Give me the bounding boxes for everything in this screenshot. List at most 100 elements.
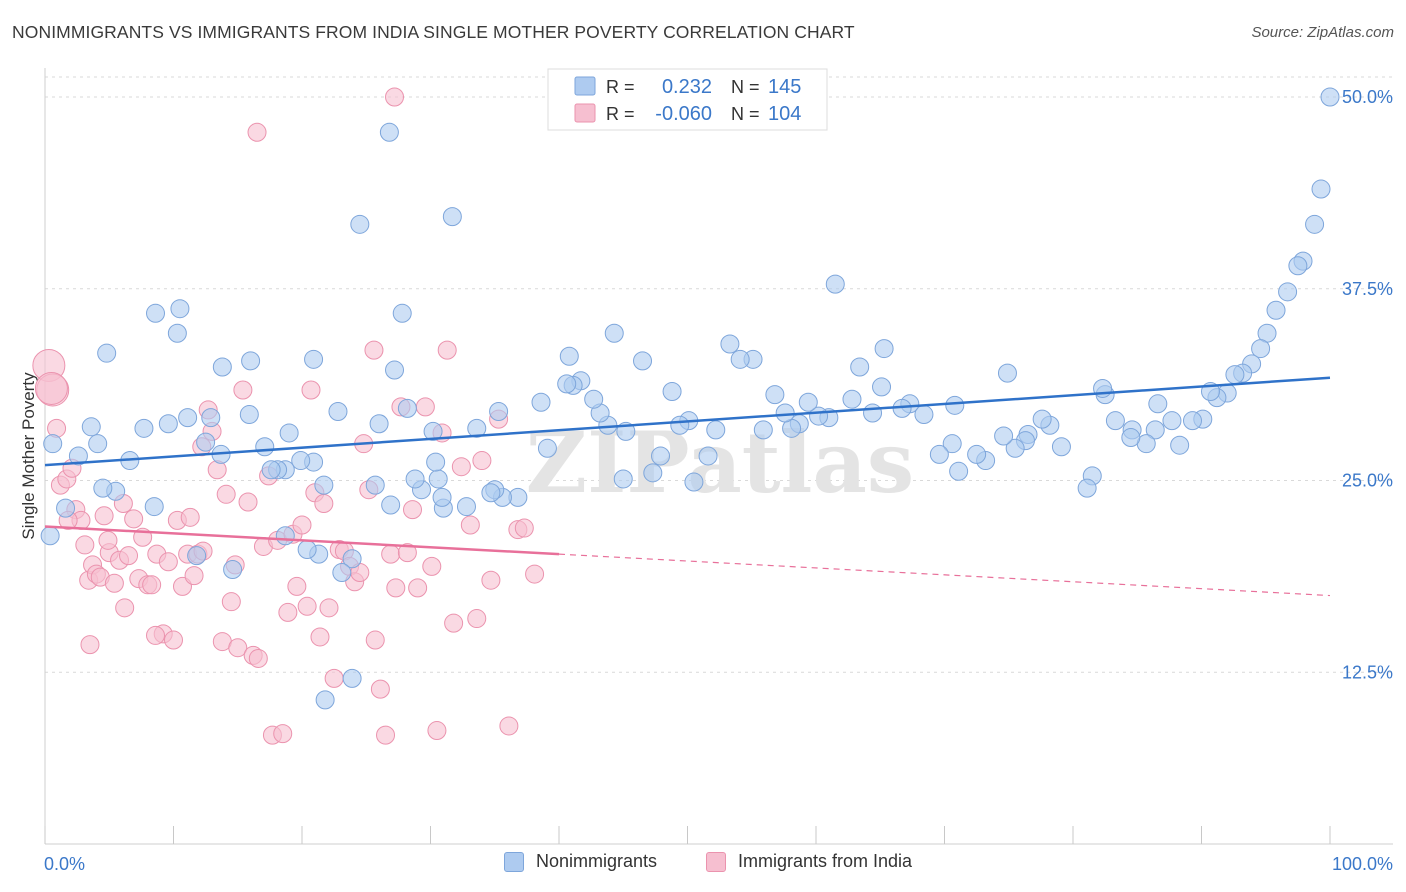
y-tick-label: 12.5% — [1342, 662, 1393, 682]
immigrant-india-point — [278, 602, 298, 622]
y-tick-label: 37.5% — [1342, 279, 1393, 299]
immigrant-india-point — [287, 576, 307, 596]
nonimmigrant-point — [997, 363, 1017, 383]
legend-r-value-1: 0.232 — [662, 76, 712, 98]
legend-n-label-2: N = — [731, 104, 760, 124]
immigrant-india-point — [98, 530, 118, 550]
immigrant-india-point — [146, 625, 166, 645]
nonimmigrant-point — [942, 434, 962, 454]
nonimmigrant-point — [178, 408, 198, 428]
nonimmigrant-point — [239, 405, 259, 425]
nonimmigrant-point — [1005, 438, 1025, 458]
immigrant-india-point — [386, 578, 406, 598]
nonimmigrant-point — [68, 446, 88, 466]
immigrant-india-point — [94, 506, 114, 526]
nonimmigrant-point — [467, 418, 487, 438]
nonimmigrant-point — [304, 349, 324, 369]
nonimmigrant-point — [1077, 478, 1097, 498]
nonimmigrant-point — [872, 377, 892, 397]
immigrant-india-point — [444, 613, 464, 633]
nonimmigrant-point — [196, 432, 216, 452]
nonimmigrant-point — [187, 546, 207, 566]
immigrant-india-point — [481, 570, 501, 590]
nonimmigrant-point — [720, 334, 740, 354]
nonimmigrant-point — [426, 452, 446, 472]
immigrant-india-point — [310, 627, 330, 647]
nonimmigrant-point — [1311, 179, 1331, 199]
axes — [44, 68, 1393, 845]
nonimmigrant-point — [949, 461, 969, 481]
nonimmigrant-point — [315, 690, 335, 710]
nonimmigrant-point — [1145, 420, 1165, 440]
nonimmigrant-point — [698, 446, 718, 466]
nonimmigrant-point — [684, 472, 704, 492]
immigrant-india-point — [75, 535, 95, 555]
nonimmigrant-point — [481, 483, 501, 503]
nonimmigrant-point — [328, 401, 348, 421]
nonimmigrant-point — [825, 274, 845, 294]
immigrant-india-point — [381, 544, 401, 564]
immigrant-india-point — [292, 515, 312, 535]
nonimmigrant-point — [706, 420, 726, 440]
nonimmigrant-point — [146, 303, 166, 323]
legend-label-immigrants-india: Immigrants from India — [738, 851, 913, 871]
nonimmigrants-trend-line — [44, 376, 1331, 467]
immigrant-india-point — [408, 578, 428, 598]
nonimmigrant-point — [158, 414, 178, 434]
legend-label-nonimmigrants: Nonimmigrants — [536, 851, 658, 871]
nonimmigrant-point — [369, 414, 389, 434]
x-tick-label-max: 100.0% — [1332, 854, 1393, 874]
immigrant-india-point — [216, 484, 236, 504]
nonimmigrant-point — [643, 463, 663, 483]
nonimmigrant-point — [223, 559, 243, 579]
immigrant-india-point — [467, 609, 487, 629]
immigrant-india-point — [297, 596, 317, 616]
nonimmigrant-point — [170, 299, 190, 319]
nonimmigrant-point — [342, 668, 362, 688]
immigrant-india-point — [319, 598, 339, 618]
nonimmigrant-point — [379, 122, 399, 142]
nonimmigrant-point — [651, 446, 671, 466]
nonimmigrant-point — [255, 437, 275, 457]
chart-title: NONIMMIGRANTS VS IMMIGRANTS FROM INDIA S… — [12, 22, 855, 42]
legend-r-label-1: R = — [606, 77, 635, 97]
nonimmigrant-point — [1278, 282, 1298, 302]
nonimmigrant-point — [385, 360, 405, 380]
immigrant-india-point — [238, 492, 258, 512]
immigrant-india-point — [365, 630, 385, 650]
nonimmigrant-point — [1121, 428, 1141, 448]
y-axis-label: Single Mother Poverty — [19, 372, 38, 540]
nonimmigrant-point — [423, 421, 443, 441]
nonimmigrant-point — [342, 549, 362, 569]
immigrant-india-point — [525, 564, 545, 584]
bottom-legend: Nonimmigrants Immigrants from India — [0, 851, 1406, 879]
nonimmigrant-point — [40, 526, 60, 546]
legend-r-value-2: -0.060 — [655, 103, 712, 125]
nonimmigrant-point — [1183, 411, 1203, 431]
nonimmigrant-point — [994, 426, 1014, 446]
immigrant-india-point — [422, 556, 442, 576]
nonimmigrant-point — [1225, 365, 1245, 385]
nonimmigrant-point — [753, 420, 773, 440]
nonimmigrant-point — [81, 417, 101, 437]
nonimmigrant-point — [613, 469, 633, 489]
nonimmigrant-point — [432, 487, 452, 507]
nonimmigrant-point — [201, 408, 221, 428]
immigrant-india-point — [376, 725, 396, 745]
nonimmigrant-point — [775, 403, 795, 423]
nonimmigrant-point — [537, 438, 557, 458]
nonimmigrant-point — [93, 478, 113, 498]
immigrant-india-point — [142, 575, 162, 595]
nonimmigrant-point — [297, 540, 317, 560]
nonimmigrant-point — [144, 497, 164, 517]
nonimmigrant-point — [167, 323, 187, 343]
immigrant-india-point — [385, 87, 405, 107]
nonimmigrant-point — [842, 389, 862, 409]
trend-lines — [44, 376, 1331, 597]
nonimmigrant-point — [765, 385, 785, 405]
nonimmigrant-point — [1266, 300, 1286, 320]
nonimmigrant-point — [1148, 394, 1168, 414]
immigrant-india-point — [397, 543, 417, 563]
nonimmigrant-point — [1105, 411, 1125, 431]
immigrant-india-point — [514, 518, 534, 538]
